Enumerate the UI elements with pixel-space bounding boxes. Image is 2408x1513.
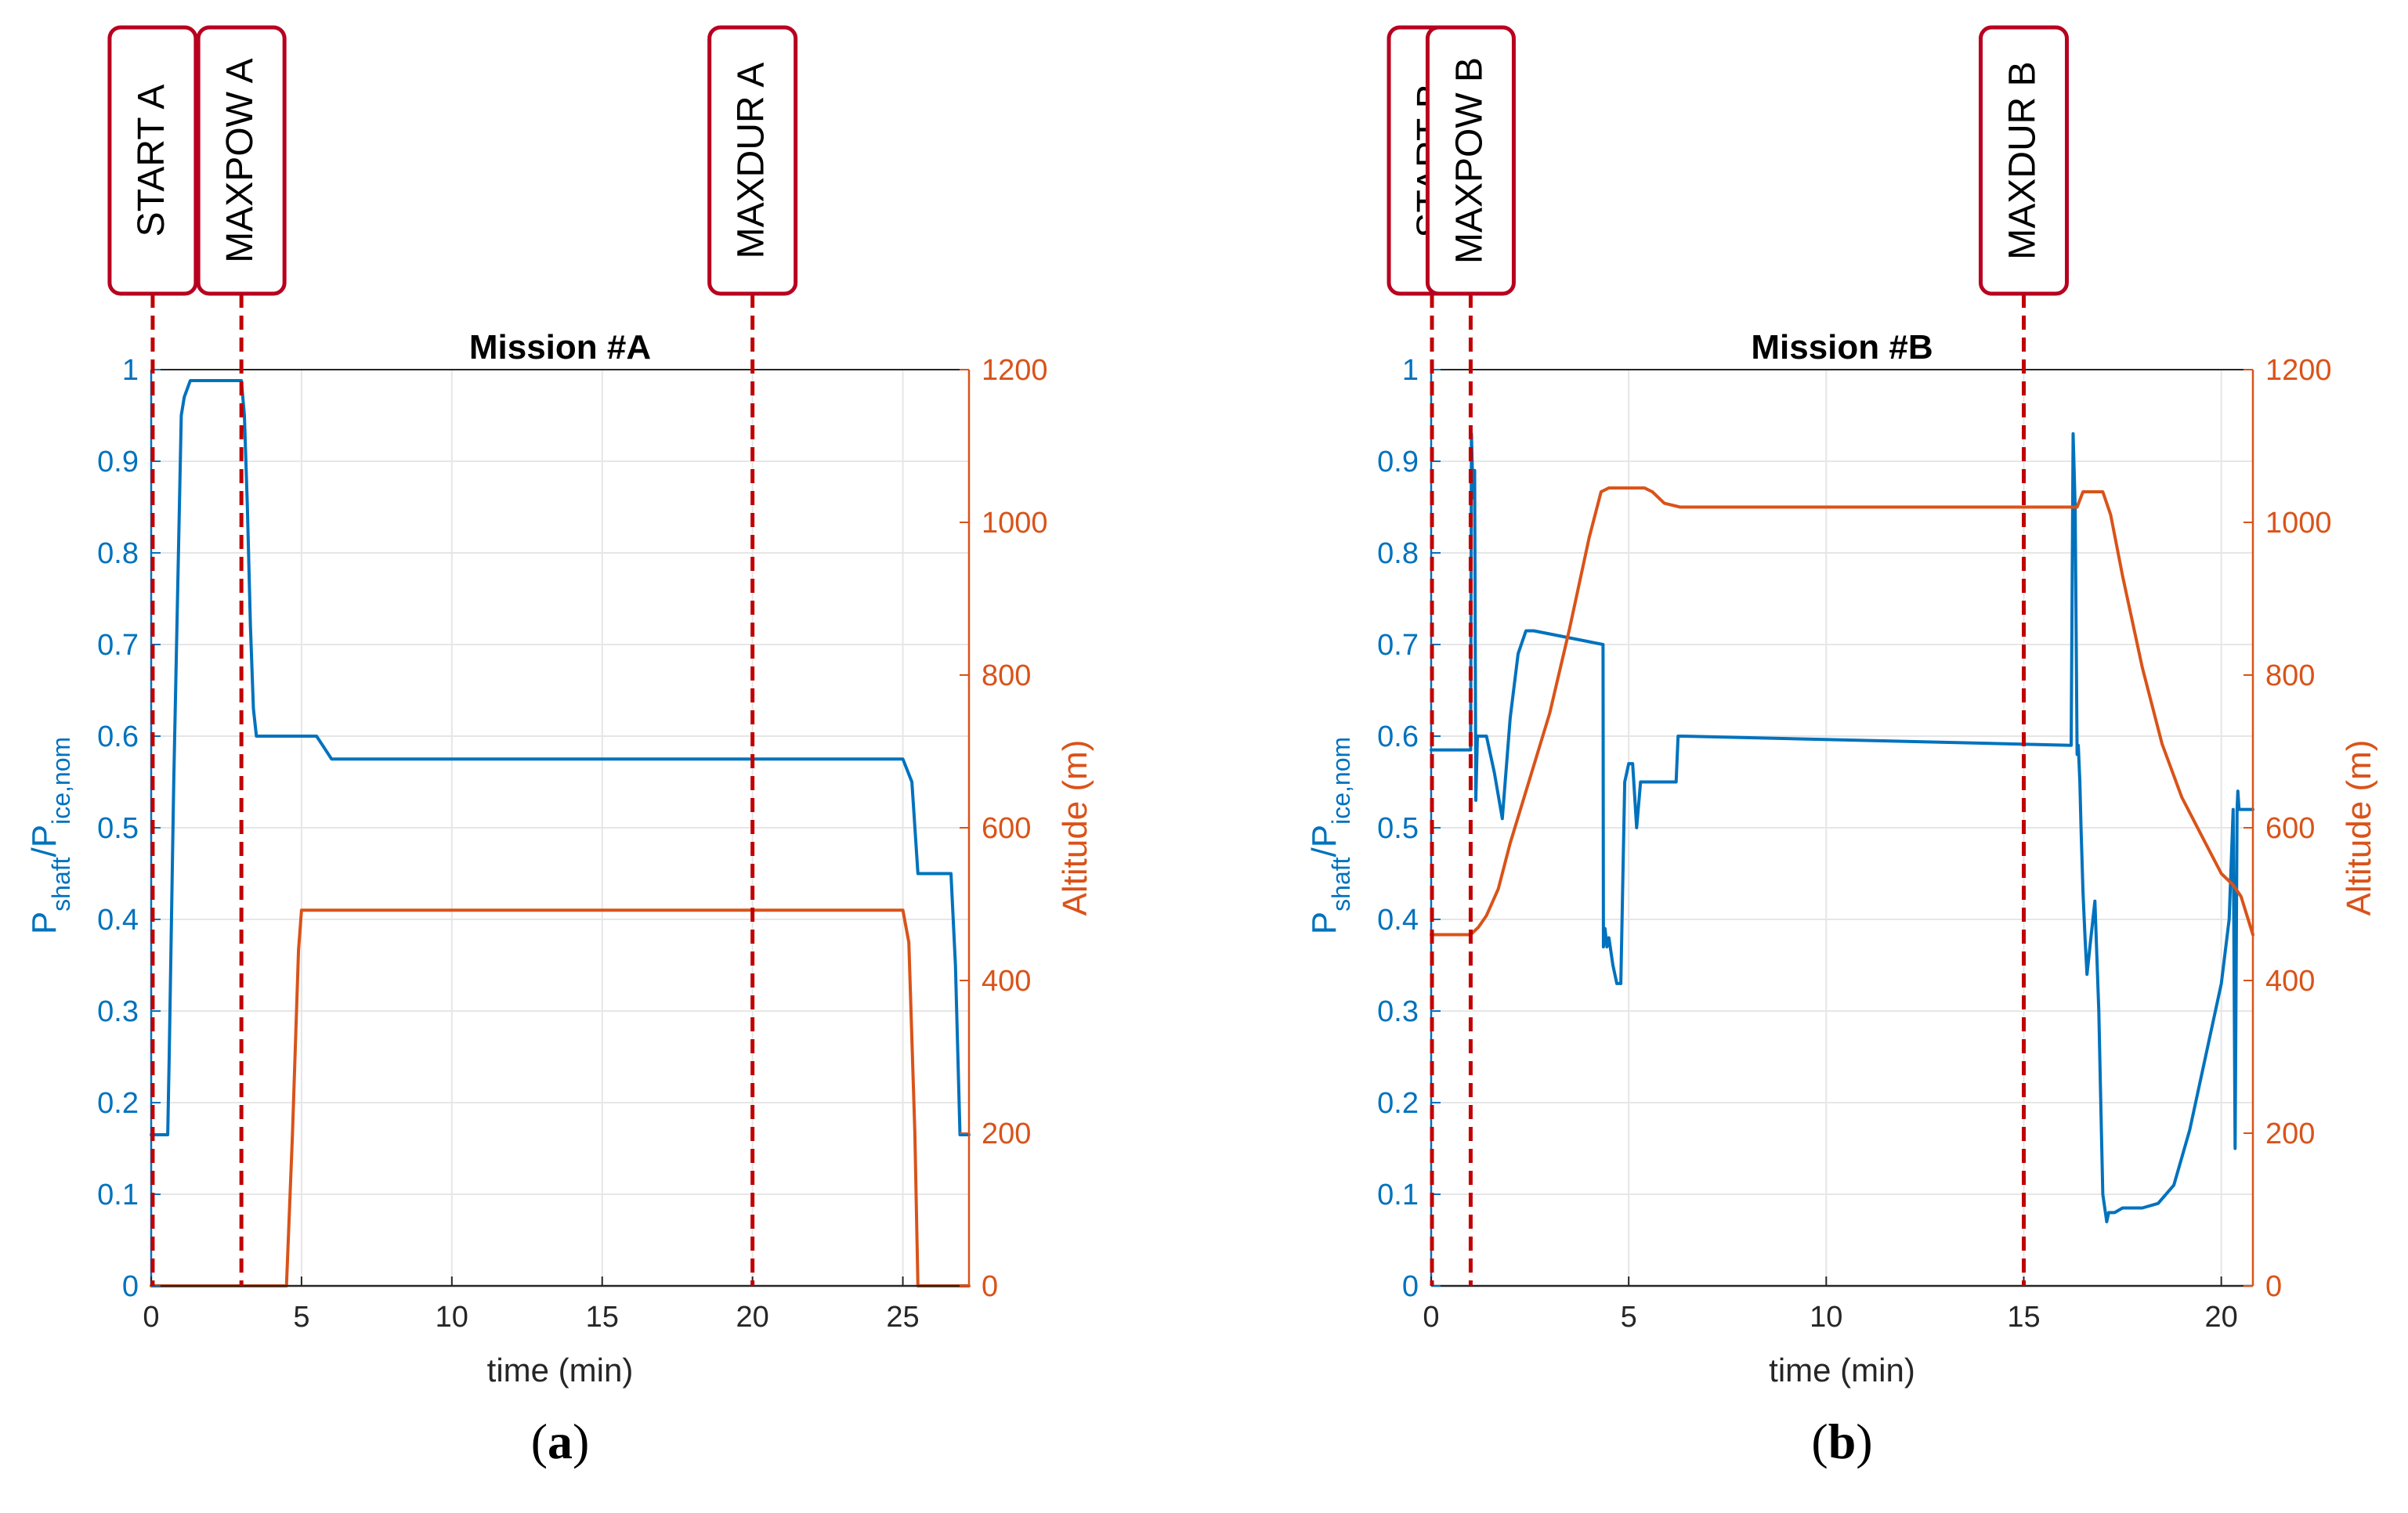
x-tick-label: 25	[886, 1301, 919, 1334]
right-tick-label: 400	[982, 965, 1031, 998]
caption-letter: a	[548, 1414, 573, 1469]
left-tick-label: 0.5	[1377, 812, 1419, 845]
left-tick-label: 1	[122, 354, 139, 387]
left-tick-label: 0.2	[1377, 1087, 1419, 1120]
power-series-line	[150, 379, 971, 1136]
right-tick-label: 200	[2265, 1118, 2315, 1150]
right-tick-label: 600	[2265, 812, 2315, 845]
ylabel-sep: /P	[1305, 825, 1343, 858]
event-label: MAXDUR A	[731, 63, 772, 259]
left-tick-label: 1	[1402, 354, 1419, 387]
caption-close: )	[1856, 1414, 1872, 1469]
event-label-box	[107, 25, 198, 296]
power-series-line	[1430, 432, 2254, 1224]
panel-b: 0 5 10 15 2000.10.20.30.40.50.60.70.80.91020…	[1305, 25, 2378, 1469]
caption-close: )	[573, 1414, 589, 1469]
x-tick-label: 0	[1423, 1301, 1439, 1334]
left-tick-label: 0.4	[1377, 904, 1419, 937]
right-tick-label: 400	[2265, 965, 2315, 998]
event-marker: MAXPOW B	[1425, 25, 1516, 1286]
event-label-box	[1425, 25, 1516, 296]
panel-caption: (a)	[531, 1414, 590, 1469]
event-label: MAXPOW B	[1448, 57, 1490, 264]
x-tick-label: 15	[586, 1301, 619, 1334]
event-marker: START A	[107, 25, 198, 1286]
x-tick-label: 0	[143, 1301, 159, 1334]
right-tick-label: 0	[982, 1270, 998, 1303]
ylabel-sep: /P	[25, 825, 63, 858]
left-tick-label: 0.8	[97, 537, 139, 570]
left-y-axis-label: Pshaft/Pice,nom	[1305, 737, 1355, 934]
right-tick-label: 800	[982, 659, 1031, 692]
left-tick-label: 0.4	[97, 904, 139, 937]
left-tick-label: 0.6	[1377, 720, 1419, 753]
left-tick-label: 0.1	[97, 1179, 139, 1211]
right-tick-label: 200	[982, 1118, 1031, 1150]
x-axis-label: time (min)	[487, 1352, 634, 1388]
right-tick-label: 1200	[2265, 354, 2332, 387]
caption-open: (	[1811, 1414, 1828, 1469]
caption-open: (	[531, 1414, 548, 1469]
right-tick-label: 1200	[982, 354, 1048, 387]
x-axis-label: time (min)	[1769, 1352, 1915, 1388]
ylabel-main: P	[1305, 912, 1343, 934]
chart-title: Mission #A	[469, 328, 651, 367]
left-y-axis-label: Pshaft/Pice,nom	[25, 737, 75, 934]
panel-caption: (b)	[1811, 1414, 1872, 1469]
left-tick-label: 0.9	[97, 446, 139, 478]
event-label: START A	[131, 85, 172, 237]
right-y-axis-label: Altitude (m)	[1056, 740, 1094, 916]
event-label-box	[1978, 25, 2069, 296]
x-tick-label: 5	[1621, 1301, 1637, 1334]
x-tick-label: 20	[736, 1301, 769, 1334]
left-tick-label: 0	[1402, 1270, 1419, 1303]
x-tick-label: 15	[2007, 1301, 2040, 1334]
event-label: MAXDUR B	[2001, 61, 2043, 259]
right-tick-label: 800	[2265, 659, 2315, 692]
ylabel-main: P	[25, 912, 63, 934]
left-tick-label: 0.7	[1377, 629, 1419, 662]
event-label: MAXPOW A	[219, 58, 261, 262]
x-tick-label: 5	[293, 1301, 309, 1334]
chart-title: Mission #B	[1751, 328, 1933, 367]
x-tick-label: 10	[1810, 1301, 1842, 1334]
event-label-box	[707, 25, 798, 296]
event-label-box	[196, 25, 287, 296]
ylabel-sub1: shaft	[47, 857, 75, 911]
right-tick-label: 0	[2265, 1270, 2282, 1303]
altitude-series-line	[150, 908, 971, 1287]
caption-letter: b	[1828, 1414, 1857, 1469]
x-tick-label: 10	[436, 1301, 468, 1334]
right-tick-label: 1000	[982, 507, 1048, 540]
ylabel-sub2: ice,nom	[1327, 737, 1355, 825]
altitude-series-line	[1430, 486, 2254, 937]
left-tick-label: 0.5	[97, 812, 139, 845]
right-tick-label: 600	[982, 812, 1031, 845]
left-tick-label: 0.7	[97, 629, 139, 662]
right-tick-label: 1000	[2265, 507, 2332, 540]
event-marker: MAXDUR A	[707, 25, 798, 1286]
left-tick-label: 0.6	[97, 720, 139, 753]
x-tick-label: 20	[2205, 1301, 2238, 1334]
left-tick-label: 0.1	[1377, 1179, 1419, 1211]
ylabel-sub1: shaft	[1327, 857, 1355, 911]
left-tick-label: 0.9	[1377, 446, 1419, 478]
ylabel-sub2: ice,nom	[47, 737, 75, 825]
panel-a: 0 5 10 15 20 2500.10.20.30.40.50.60.70.80.910…	[25, 25, 1094, 1469]
left-tick-label: 0.3	[97, 995, 139, 1028]
left-tick-label: 0	[122, 1270, 139, 1303]
event-marker: MAXDUR B	[1978, 25, 2069, 1286]
event-marker: MAXPOW A	[196, 25, 287, 1286]
left-tick-label: 0.2	[97, 1087, 139, 1120]
left-tick-label: 0.8	[1377, 537, 1419, 570]
right-y-axis-label: Altitude (m)	[2340, 740, 2378, 916]
left-tick-label: 0.3	[1377, 995, 1419, 1028]
